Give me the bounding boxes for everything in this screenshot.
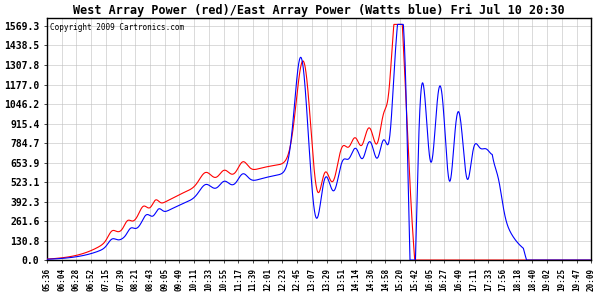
Text: Copyright 2009 Cartronics.com: Copyright 2009 Cartronics.com: [50, 23, 184, 32]
Title: West Array Power (red)/East Array Power (Watts blue) Fri Jul 10 20:30: West Array Power (red)/East Array Power …: [73, 4, 565, 17]
